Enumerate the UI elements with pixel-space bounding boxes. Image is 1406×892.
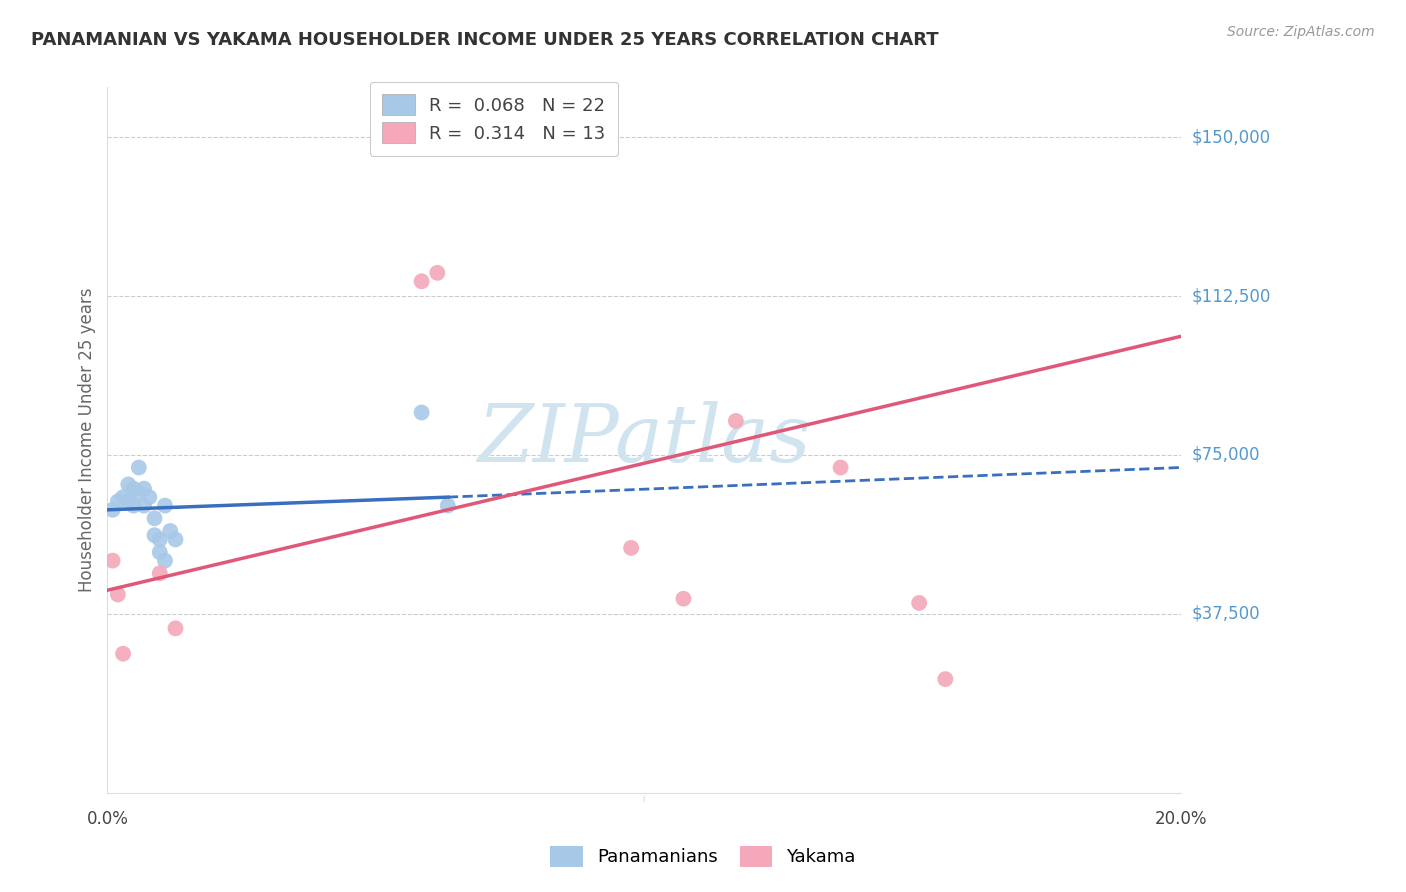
Point xyxy=(908,596,931,610)
Point xyxy=(411,405,433,419)
Point xyxy=(128,460,150,475)
Text: ZIPatlas: ZIPatlas xyxy=(478,401,811,479)
Text: Source: ZipAtlas.com: Source: ZipAtlas.com xyxy=(1227,25,1375,39)
Point xyxy=(132,482,155,496)
Text: 0.0%: 0.0% xyxy=(86,810,128,828)
Point xyxy=(830,460,852,475)
Point xyxy=(165,533,187,547)
Text: 20.0%: 20.0% xyxy=(1154,810,1208,828)
Point xyxy=(122,482,145,496)
Point xyxy=(153,499,176,513)
Point xyxy=(411,274,433,288)
Point xyxy=(117,494,139,508)
Text: $75,000: $75,000 xyxy=(1192,446,1261,464)
Point xyxy=(620,541,643,555)
Point xyxy=(143,511,166,525)
Point xyxy=(672,591,695,606)
Point xyxy=(143,528,166,542)
Point xyxy=(132,499,155,513)
Point xyxy=(101,553,124,567)
Text: PANAMANIAN VS YAKAMA HOUSEHOLDER INCOME UNDER 25 YEARS CORRELATION CHART: PANAMANIAN VS YAKAMA HOUSEHOLDER INCOME … xyxy=(31,31,939,49)
Point xyxy=(159,524,181,538)
Point xyxy=(128,486,150,500)
Point xyxy=(138,490,160,504)
Point xyxy=(101,503,124,517)
Point xyxy=(112,490,135,504)
Point xyxy=(149,533,172,547)
Point xyxy=(107,494,129,508)
Text: $150,000: $150,000 xyxy=(1192,128,1271,146)
Point xyxy=(436,499,458,513)
Text: $112,500: $112,500 xyxy=(1192,287,1271,305)
Point xyxy=(149,545,172,559)
Point xyxy=(934,672,956,686)
Point xyxy=(149,566,172,581)
Point xyxy=(426,266,449,280)
Point xyxy=(122,499,145,513)
Legend: R =  0.068   N = 22, R =  0.314   N = 13: R = 0.068 N = 22, R = 0.314 N = 13 xyxy=(370,81,619,156)
Point xyxy=(724,414,747,428)
Point xyxy=(117,477,139,491)
Y-axis label: Householder Income Under 25 years: Householder Income Under 25 years xyxy=(79,288,96,592)
Point xyxy=(112,647,135,661)
Legend: Panamanians, Yakama: Panamanians, Yakama xyxy=(543,838,863,874)
Text: $37,500: $37,500 xyxy=(1192,605,1261,623)
Point xyxy=(153,553,176,567)
Point xyxy=(165,621,187,635)
Point xyxy=(107,587,129,601)
